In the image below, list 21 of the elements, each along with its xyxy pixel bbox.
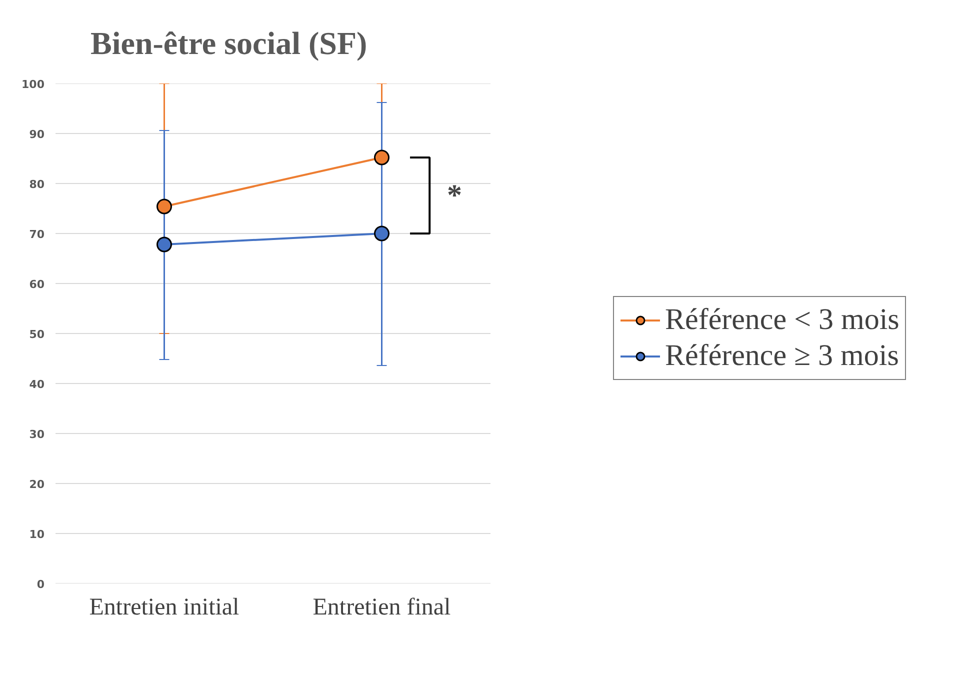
y-tick-label: 50 [29, 328, 45, 341]
point [374, 150, 390, 166]
point [374, 226, 390, 242]
y-tick-label: 20 [29, 478, 45, 491]
point [156, 198, 172, 214]
x-tick-label: Entretien initial [89, 594, 240, 620]
legend-label: Référence < 3 mois [665, 303, 900, 337]
y-tick-label: 70 [29, 228, 45, 241]
y-tick-label: 100 [22, 78, 45, 91]
y-tick-label: 80 [29, 178, 45, 191]
y-tick-label: 40 [29, 378, 45, 391]
chart-title: Bien-être social (SF) [90, 25, 368, 61]
y-tick-label: 60 [29, 278, 45, 291]
point [156, 236, 172, 252]
legend-label: Référence ≥ 3 mois [665, 339, 899, 373]
y-tick-label: 0 [36, 578, 45, 591]
y-tick-label: 10 [29, 528, 45, 541]
x-tick-label: Entretien final [312, 594, 452, 620]
annotation: * [447, 179, 462, 212]
y-tick-label: 30 [29, 428, 45, 441]
y-tick-label: 90 [29, 128, 45, 141]
